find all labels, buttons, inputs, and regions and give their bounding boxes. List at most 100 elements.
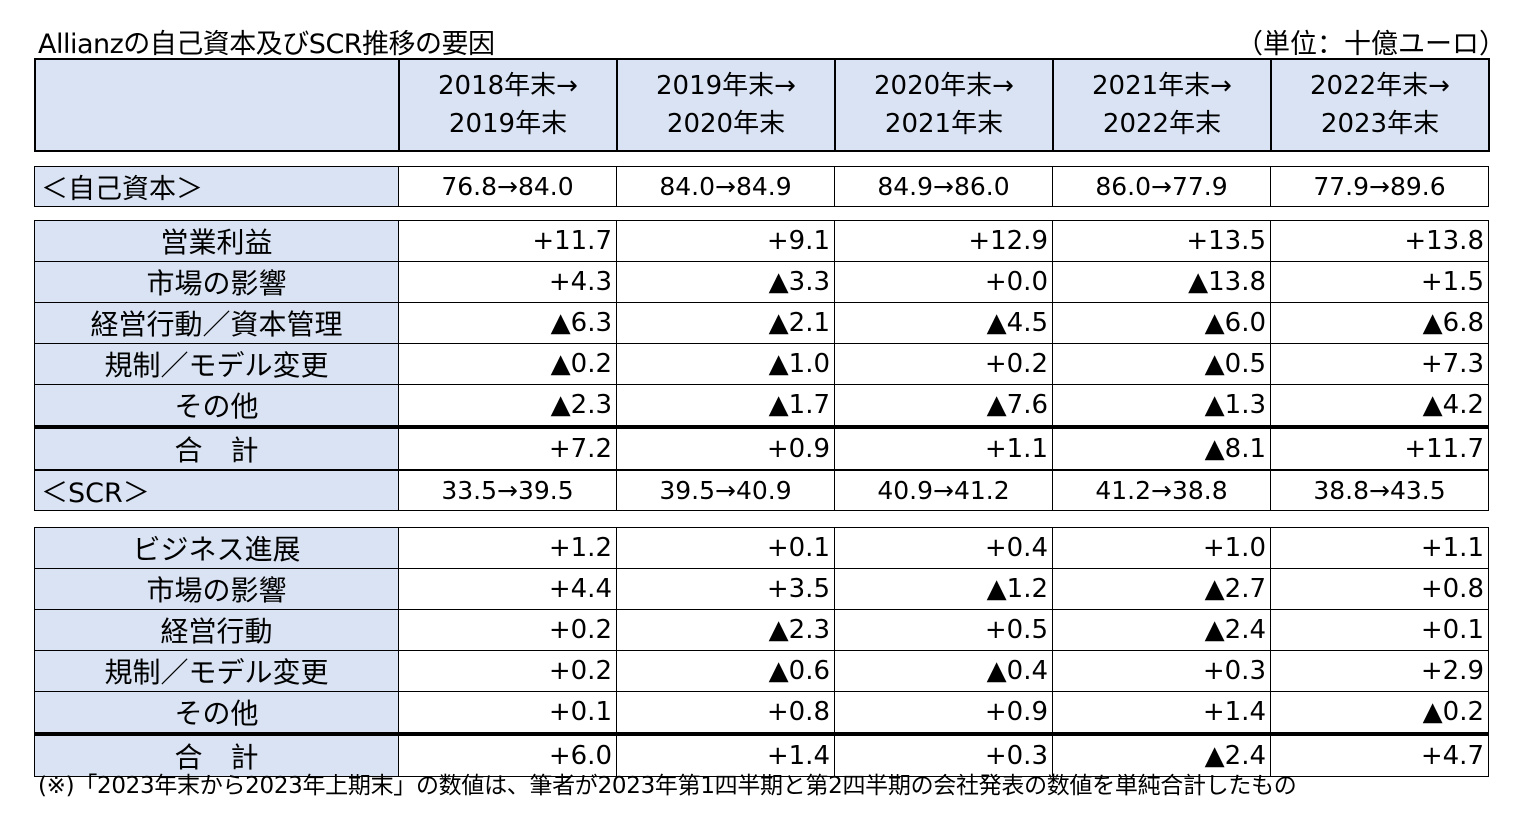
table-row: 規制／モデル変更 ▲0.2 ▲1.0 +0.2 ▲0.5 +7.3 [34,343,1489,385]
row-label: 経営行動 [34,609,399,651]
value-cell: +13.8 [1270,220,1489,262]
equity-range-cell: 84.9→86.0 [834,166,1053,207]
value-cell: +0.1 [616,527,835,569]
total-cell: +1.1 [834,425,1053,470]
total-label: 合 計 [34,425,399,470]
row-label: 営業利益 [34,220,399,262]
footnote: (※)「2023年末から2023年上期末」の数値は、筆者が2023年第1四半期と… [38,773,1297,799]
value-cell: ▲13.8 [1052,261,1271,303]
value-cell: +0.1 [398,691,617,735]
table-row: その他 ▲2.3 ▲1.7 ▲7.6 ▲1.3 ▲4.2 [34,384,1489,428]
unit-label: （単位：十億ユーロ） [1236,29,1506,60]
total-cell: +0.9 [616,425,835,470]
row-label: ビジネス進展 [34,527,399,569]
value-cell: +0.3 [1052,650,1271,692]
row-label: 規制／モデル変更 [34,343,399,385]
value-cell: ▲0.5 [1052,343,1271,385]
row-label: 経営行動／資本管理 [34,302,399,344]
page-title: Allianzの自己資本及びSCR推移の要因 [38,29,495,60]
period-header-cell: 2022年末→ 2023年末 [1270,58,1490,152]
value-cell: +1.4 [1052,691,1271,735]
value-cell: ▲7.6 [834,384,1053,428]
row-label: 市場の影響 [34,261,399,303]
table-row: 規制／モデル変更 +0.2 ▲0.6 ▲0.4 +0.3 +2.9 [34,650,1489,692]
table-row: その他 +0.1 +0.8 +0.9 +1.4 ▲0.2 [34,691,1489,735]
period-line1: 2018年末→ [438,71,578,101]
value-cell: +0.1 [1270,609,1489,651]
period-header-cell: 2018年末→ 2019年末 [398,58,618,152]
value-cell: ▲0.2 [1270,691,1489,735]
scr-summary-table: ＜SCR＞ 33.5→39.5 39.5→40.9 40.9→41.2 41.2… [34,470,1489,511]
value-cell: ▲6.3 [398,302,617,344]
value-cell: +11.7 [398,220,617,262]
total-cell: +11.7 [1270,425,1489,470]
equity-section-label: ＜自己資本＞ [34,166,399,207]
period-header-cell: 2019年末→ 2020年末 [616,58,836,152]
equity-range-cell: 76.8→84.0 [398,166,617,207]
scr-range-cell: 33.5→39.5 [398,470,617,511]
period-line2: 2023年末 [1320,109,1440,139]
value-cell: ▲6.8 [1270,302,1489,344]
equity-factors-table: 営業利益 +11.7 +9.1 +12.9 +13.5 +13.8 市場の影響 … [34,220,1489,470]
total-cell: +4.7 [1270,732,1489,777]
table-row: 経営行動 +0.2 ▲2.3 +0.5 ▲2.4 +0.1 [34,609,1489,651]
scr-range-cell: 39.5→40.9 [616,470,835,511]
value-cell: ▲1.2 [834,568,1053,610]
total-row: 合 計 +6.0 +1.4 +0.3 ▲2.4 +4.7 [34,732,1489,777]
value-cell: ▲6.0 [1052,302,1271,344]
value-cell: ▲3.3 [616,261,835,303]
value-cell: ▲4.2 [1270,384,1489,428]
value-cell: +3.5 [616,568,835,610]
period-line2: 2019年末 [448,109,568,139]
value-cell: +9.1 [616,220,835,262]
scr-factors-table: ビジネス進展 +1.2 +0.1 +0.4 +1.0 +1.1 市場の影響 +4… [34,527,1489,777]
value-cell: +0.2 [834,343,1053,385]
period-header-table: 2018年末→ 2019年末 2019年末→ 2020年末 2020年末→ 2021年… [34,58,1490,152]
value-cell: +4.4 [398,568,617,610]
total-row: 合 計 +7.2 +0.9 +1.1 ▲8.1 +11.7 [34,425,1489,470]
table-row: ビジネス進展 +1.2 +0.1 +0.4 +1.0 +1.1 [34,527,1489,569]
row-label: その他 [34,691,399,735]
value-cell: ▲0.2 [398,343,617,385]
total-label: 合 計 [34,732,399,777]
total-cell: ▲2.4 [1052,732,1271,777]
value-cell: ▲2.3 [616,609,835,651]
header-row: 2018年末→ 2019年末 2019年末→ 2020年末 2020年末→ 2021年… [34,58,1490,152]
table-row: 経営行動／資本管理 ▲6.3 ▲2.1 ▲4.5 ▲6.0 ▲6.8 [34,302,1489,344]
scr-range-cell: 41.2→38.8 [1052,470,1271,511]
period-header-cell: 2020年末→ 2021年末 [834,58,1054,152]
period-line2: 2021年末 [884,109,1004,139]
value-cell: +1.1 [1270,527,1489,569]
period-line2: 2022年末 [1102,109,1222,139]
header-corner-cell [34,58,400,152]
value-cell: ▲1.7 [616,384,835,428]
scr-section-label: ＜SCR＞ [34,470,399,511]
value-cell: +0.9 [834,691,1053,735]
value-cell: +1.0 [1052,527,1271,569]
value-cell: +7.3 [1270,343,1489,385]
period-line1: 2021年末→ [1092,71,1232,101]
value-cell: +0.0 [834,261,1053,303]
value-cell: ▲1.0 [616,343,835,385]
total-cell: ▲8.1 [1052,425,1271,470]
value-cell: ▲2.7 [1052,568,1271,610]
total-cell: +1.4 [616,732,835,777]
equity-range-cell: 86.0→77.9 [1052,166,1271,207]
row-label: 市場の影響 [34,568,399,610]
value-cell: +13.5 [1052,220,1271,262]
scr-range-cell: 38.8→43.5 [1270,470,1489,511]
scr-range-cell: 40.9→41.2 [834,470,1053,511]
value-cell: +0.2 [398,609,617,651]
value-cell: +0.5 [834,609,1053,651]
value-cell: ▲1.3 [1052,384,1271,428]
value-cell: +4.3 [398,261,617,303]
value-cell: ▲4.5 [834,302,1053,344]
value-cell: ▲2.1 [616,302,835,344]
equity-summary-table: ＜自己資本＞ 76.8→84.0 84.0→84.9 84.9→86.0 86.… [34,166,1489,207]
value-cell: ▲0.4 [834,650,1053,692]
value-cell: +0.2 [398,650,617,692]
value-cell: +12.9 [834,220,1053,262]
period-line2: 2020年末 [666,109,786,139]
period-line1: 2019年末→ [656,71,796,101]
total-cell: +7.2 [398,425,617,470]
